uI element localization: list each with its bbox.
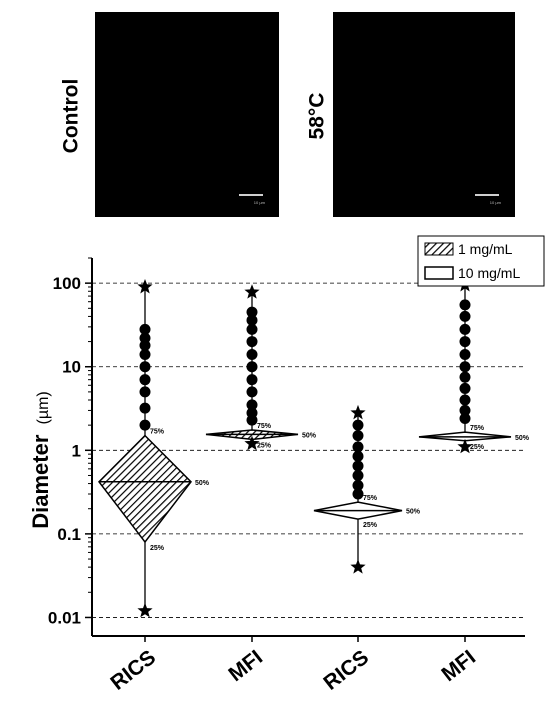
outlier-point (246, 323, 258, 335)
min-star (350, 559, 366, 574)
heated-image-panel: 10 µm (333, 12, 515, 217)
p75-label: 75% (363, 495, 378, 502)
outlier-point (352, 460, 364, 472)
p25-label: 25% (257, 442, 272, 449)
outlier-point (459, 349, 471, 361)
median-label: 50% (195, 480, 210, 487)
outlier-point (459, 361, 471, 373)
min-star (244, 435, 260, 451)
outlier-point (352, 488, 364, 500)
max-star (350, 404, 366, 420)
outlier-point (459, 323, 471, 335)
outlier-point (139, 374, 151, 386)
control-image-panel: 10 µm (95, 12, 279, 217)
x-tick-label: MFI (224, 646, 267, 686)
outlier-point (139, 419, 151, 431)
outlier-point (459, 382, 471, 394)
outlier-point (459, 299, 471, 311)
outlier-point (352, 441, 364, 453)
outlier-point (139, 402, 151, 414)
y-tick-label: 1 (72, 441, 81, 460)
outlier-point (459, 336, 471, 348)
box (98, 434, 192, 544)
y-tick-label: 100 (53, 274, 81, 293)
p25-label: 25% (470, 444, 485, 451)
scale-bar (239, 194, 263, 196)
outlier-point (246, 407, 258, 419)
scale-bar-label: 10 µm (489, 200, 501, 205)
y-axis-label: Diameter (28, 434, 53, 529)
outlier-point (459, 394, 471, 406)
outlier-point (246, 386, 258, 398)
p25-label: 25% (363, 522, 378, 529)
scale-bar-label: 10 µm (253, 200, 265, 205)
legend-label-10mg: 10 mg/mL (458, 265, 520, 281)
outlier-point (352, 430, 364, 442)
outlier-point (352, 450, 364, 462)
outlier-point (139, 361, 151, 373)
outlier-point (139, 332, 151, 344)
min-star (457, 438, 473, 454)
legend-label-1mg: 1 mg/mL (458, 241, 513, 257)
legend-swatch-open (424, 266, 454, 280)
outlier-point (246, 336, 258, 348)
p25-label: 25% (150, 545, 165, 552)
outlier-point (246, 374, 258, 386)
y-axis-unit: (µm) (35, 391, 52, 424)
y-axis-title: Diameter (µm) (28, 391, 53, 528)
x-tick-label: RICS (319, 646, 373, 695)
p75-label: 75% (257, 423, 272, 430)
outlier-point (352, 419, 364, 431)
min-star (137, 602, 153, 618)
outlier-point (139, 386, 151, 398)
median-label: 50% (515, 435, 530, 442)
y-tick-label: 0.1 (57, 525, 81, 544)
y-tick-label: 0.01 (48, 608, 81, 627)
outlier-point (246, 349, 258, 361)
outlier-point (246, 399, 258, 411)
outlier-point (139, 323, 151, 335)
outlier-point (459, 310, 471, 322)
outlier-point (459, 404, 471, 416)
outlier-point (246, 306, 258, 318)
outlier-point (352, 469, 364, 481)
outlier-point (246, 314, 258, 326)
p75-label: 75% (470, 425, 485, 432)
max-star (244, 284, 260, 299)
outlier-point (459, 413, 471, 425)
scale-bar (475, 194, 499, 196)
x-tick-label: RICS (106, 646, 160, 695)
legend: 1 mg/mL 10 mg/mL (417, 235, 545, 287)
legend-swatch-hatched (424, 242, 454, 256)
outlier-point (352, 479, 364, 491)
x-tick-label: MFI (437, 646, 480, 686)
max-star (137, 279, 153, 294)
box-plots: 75% 50% 25% 75% 50% 25% 75% 50% 25% 75% 50% 25% (98, 277, 530, 618)
outlier-point (139, 349, 151, 361)
median-label: 50% (406, 509, 421, 516)
median-label: 50% (302, 432, 317, 439)
p75-label: 75% (150, 429, 165, 436)
outlier-point (246, 361, 258, 373)
outlier-point (459, 371, 471, 383)
y-tick-label: 10 (62, 358, 81, 377)
